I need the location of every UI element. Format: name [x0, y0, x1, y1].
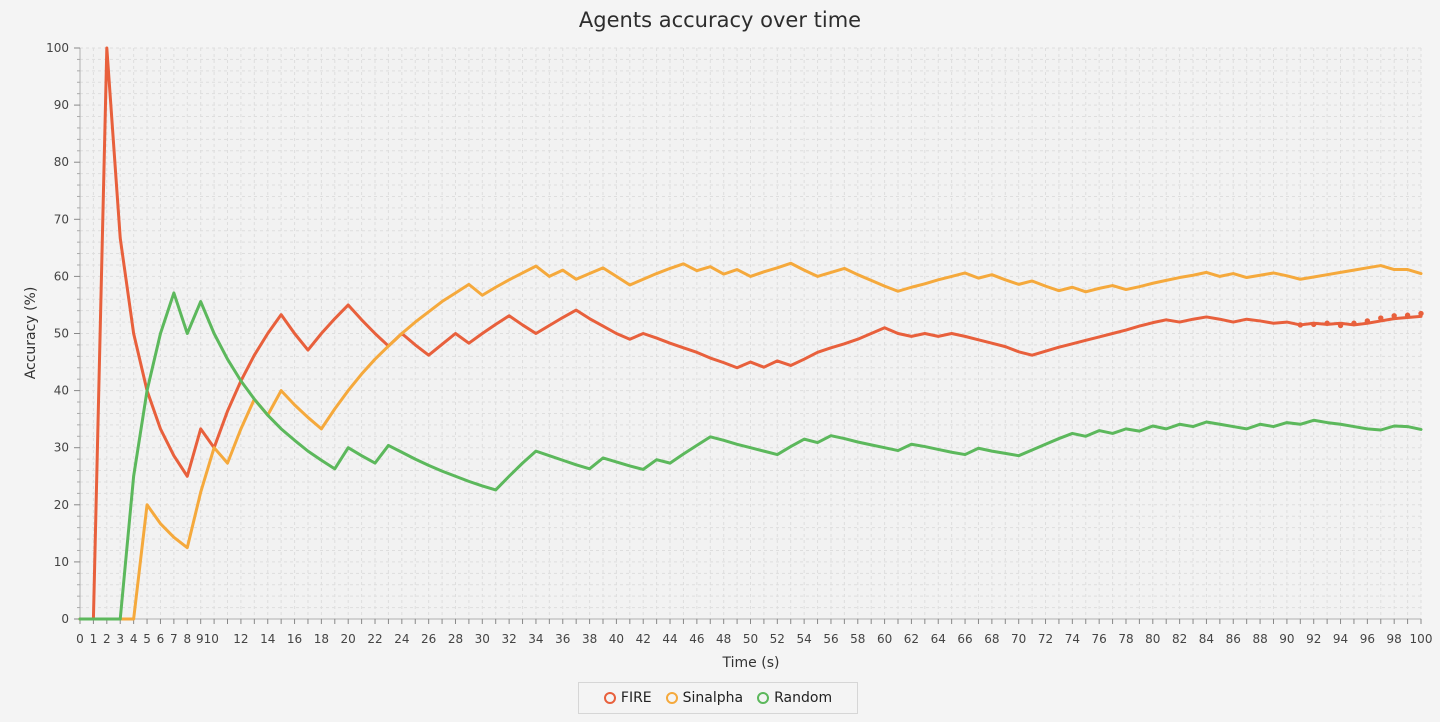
x-tick-label: 100	[1410, 632, 1433, 646]
x-tick-label: 80	[1145, 632, 1160, 646]
grid	[79, 47, 1422, 620]
x-tick-label: 1	[90, 632, 98, 646]
legend-marker-icon	[665, 692, 678, 704]
x-tick-label: 34	[528, 632, 543, 646]
x-tick-label: 50	[743, 632, 758, 646]
x-tick-label: 96	[1360, 632, 1375, 646]
legend-marker-icon	[757, 692, 770, 704]
legend-label: Sinalpha	[682, 690, 744, 706]
data-point-fire	[1337, 322, 1344, 329]
x-tick-label: 62	[904, 632, 919, 646]
x-tick-label: 68	[984, 632, 999, 646]
x-tick-label: 52	[770, 632, 785, 646]
x-tick-label: 6	[157, 632, 165, 646]
x-tick-label: 66	[957, 632, 972, 646]
legend-label: FIRE	[620, 690, 652, 706]
data-point-fire	[1351, 320, 1357, 326]
data-point-fire	[1404, 312, 1411, 318]
x-tick-label: 76	[1092, 632, 1107, 646]
chart-title: Agents accuracy over time	[578, 8, 862, 32]
x-tick-label: 58	[850, 632, 865, 646]
data-point-fire	[1378, 315, 1384, 321]
x-tick-label: 4	[130, 632, 138, 646]
x-tick-label: 82	[1172, 632, 1187, 646]
y-tick-label: 20	[54, 498, 69, 512]
y-tick-label: 0	[61, 612, 69, 626]
data-point-fire	[1324, 320, 1330, 326]
y-tick-label: 30	[54, 441, 69, 455]
x-tick-label: 44	[662, 632, 677, 646]
x-tick-label: 64	[931, 632, 946, 646]
legend-item-sinalpha: Sinalpha	[665, 690, 744, 706]
y-tick-label: 100	[46, 41, 69, 55]
x-tick-label: 92	[1306, 632, 1321, 646]
x-tick-label: 12	[233, 632, 248, 646]
x-tick-label: 78	[1118, 632, 1133, 646]
x-tick-label: 70	[1011, 632, 1026, 646]
x-tick-label: 24	[394, 632, 409, 646]
x-tick-label: 42	[636, 632, 651, 646]
data-point-fire	[1418, 310, 1424, 317]
x-tick-label: 88	[1252, 632, 1267, 646]
series-lines	[78, 46, 1424, 621]
x-tick-label: 5	[143, 632, 151, 646]
y-tick-label: 60	[54, 269, 69, 283]
series-line-random	[78, 291, 1423, 621]
y-tick-label: 90	[54, 98, 69, 112]
series-line-sinalpha	[78, 261, 1423, 621]
x-tick-label: 90	[1279, 632, 1294, 646]
x-tick-label: 3	[116, 632, 124, 646]
x-tick-label: 98	[1387, 632, 1402, 646]
x-axis-label: Time (s)	[722, 655, 780, 671]
x-tick-label: 84	[1199, 632, 1214, 646]
x-tick-label: 910	[196, 632, 219, 646]
x-tick-label: 46	[689, 632, 704, 646]
x-tick-label: 48	[716, 632, 731, 646]
x-tick-label: 2	[103, 632, 111, 646]
x-tick-label: 54	[796, 632, 811, 646]
x-tick-label: 14	[260, 632, 275, 646]
x-tick-label: 20	[341, 632, 356, 646]
x-tick-label: 38	[582, 632, 597, 646]
y-tick-label: 70	[54, 212, 69, 226]
y-tick-label: 10	[54, 555, 69, 569]
x-tick-label: 28	[448, 632, 463, 646]
x-tick-label: 56	[823, 632, 838, 646]
x-tick-label: 36	[555, 632, 570, 646]
data-point-fire	[1391, 313, 1397, 319]
legend-item-fire: FIRE	[603, 690, 652, 706]
data-point-fire	[1297, 322, 1304, 328]
x-tick-label: 30	[475, 632, 490, 646]
x-tick-label: 32	[501, 632, 516, 646]
y-axis-label: Accuracy (%)	[23, 287, 39, 380]
data-point-fire	[1364, 318, 1371, 324]
y-tick-label: 80	[54, 155, 69, 169]
x-tick-label: 74	[1065, 632, 1080, 646]
x-tick-label: 26	[421, 632, 436, 646]
x-tick-label: 60	[877, 632, 892, 646]
x-tick-label: 0	[76, 632, 84, 646]
x-tick-label: 40	[609, 632, 624, 646]
y-tick-label: 40	[54, 384, 69, 398]
x-tick-label: 18	[314, 632, 329, 646]
series-line-fire	[78, 46, 1423, 621]
x-tick-label: 22	[367, 632, 382, 646]
legend-marker-icon	[603, 692, 616, 704]
x-tick-label: 8	[183, 632, 191, 646]
x-tick-label: 94	[1333, 632, 1348, 646]
x-tick-label: 72	[1038, 632, 1053, 646]
y-tick-label: 50	[54, 327, 69, 341]
legend-label: Random	[774, 690, 833, 706]
legend: FIRE Sinalpha Random	[578, 682, 858, 714]
x-tick-label: 7	[170, 632, 178, 646]
data-point-fire	[1311, 321, 1317, 328]
legend-item-random: Random	[757, 690, 832, 706]
x-tick-label: 16	[287, 632, 302, 646]
x-tick-label: 86	[1226, 632, 1241, 646]
